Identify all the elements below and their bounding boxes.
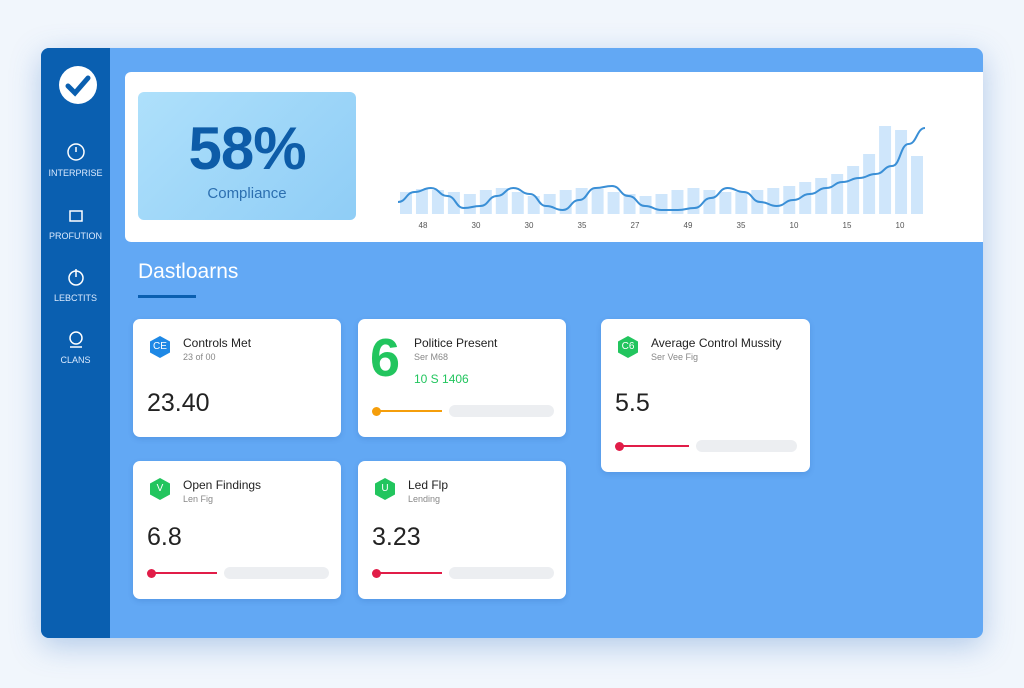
card-value: 6.8 <box>147 523 182 551</box>
x-tick-label: 10 <box>790 221 799 230</box>
trend-bar <box>447 192 460 214</box>
icon-text: U <box>381 483 389 494</box>
trend-bar <box>847 166 860 214</box>
progress-track <box>224 567 329 579</box>
card-icon: U <box>373 477 397 501</box>
card-icon: C6 <box>616 335 640 359</box>
metric-card: 6 Politice Present Ser M68 10 S 1406 <box>358 319 566 437</box>
nav-label: PROFUTION <box>49 231 102 241</box>
trend-bar <box>719 192 732 214</box>
trend-bar <box>607 192 620 214</box>
trend-bar <box>863 154 876 214</box>
progress-fill <box>149 572 218 574</box>
card-value: 23.40 <box>147 389 210 417</box>
progress-track <box>449 405 554 417</box>
trend-bar <box>415 189 428 214</box>
trend-bar <box>735 192 748 214</box>
kpi-box: 58% Compliance <box>138 92 356 220</box>
trend-bar <box>591 189 604 214</box>
progress-fill <box>617 445 689 447</box>
trend-bar <box>543 194 556 214</box>
nav-item[interactable]: INTERPRISE <box>41 142 110 178</box>
card-title: Average Control Mussity <box>651 336 782 350</box>
card-value: 10 S 1406 <box>414 372 469 386</box>
card-subtitle: Lending <box>408 494 441 504</box>
x-tick-label: 10 <box>896 221 905 230</box>
trend-bar <box>911 156 923 214</box>
trend-bar <box>431 190 444 214</box>
card-title: Led Flp <box>408 478 449 492</box>
card-icon: V <box>148 477 172 501</box>
card-title: Controls Met <box>183 336 252 350</box>
trend-bar <box>527 196 540 214</box>
metric-card: V Open Findings Len Fig 6.8 <box>133 461 341 599</box>
icon-text: V <box>156 483 164 494</box>
metric-card: CE Controls Met 23 of 00 23.40 <box>133 319 341 437</box>
card-icon: CE <box>148 335 172 359</box>
summary-strip: 58% Compliance 48 30 30 35 27 49 35 10 15 10 <box>125 72 983 242</box>
nav-item[interactable]: CLANS <box>41 329 110 365</box>
x-tick-label: 35 <box>737 221 746 230</box>
trend-chart: 48 30 30 35 27 49 35 10 15 10 <box>397 126 926 230</box>
trend-bar <box>655 194 668 214</box>
trend-bar <box>815 178 828 214</box>
trend-bar <box>623 194 636 214</box>
nav-label: LEBCTITS <box>53 293 97 303</box>
progress-fill <box>374 572 443 574</box>
trend-bar <box>703 190 716 214</box>
section-title: Dastloarns <box>138 260 239 283</box>
metric-card: C6 Average Control Mussity Ser Vee Fig 5.5 <box>601 319 810 472</box>
icon-text: C6 <box>621 341 635 352</box>
nav-item[interactable]: LEBCTITS <box>41 267 110 303</box>
trend-line <box>397 127 926 212</box>
card-title: Open Findings <box>183 478 262 492</box>
x-tick-label: 48 <box>419 221 428 230</box>
trend-bar <box>463 194 476 214</box>
card-subtitle: Ser Vee Fig <box>651 352 699 362</box>
nav-item[interactable]: PROFUTION <box>41 205 110 241</box>
trend-bar <box>831 174 844 214</box>
nav-label: CLANS <box>60 355 91 365</box>
trend-bar <box>639 196 652 214</box>
trend-bar <box>687 188 700 214</box>
card-value: 3.23 <box>372 523 421 551</box>
x-tick-label: 15 <box>843 221 852 230</box>
progress-track <box>696 440 797 452</box>
kpi-label: Compliance <box>207 185 287 202</box>
sidebar: INTERPRISE PROFUTION LEBCTITS CLANS <box>41 48 110 638</box>
card-title: Politice Present <box>414 336 498 350</box>
trend-bar <box>479 190 492 214</box>
x-tick-label: 30 <box>525 221 534 230</box>
icon-text: CE <box>153 341 167 352</box>
trend-bar <box>895 130 908 214</box>
x-tick-label: 49 <box>684 221 693 230</box>
card-subtitle: Ser M68 <box>414 352 449 362</box>
progress-track <box>449 567 554 579</box>
trend-bar <box>495 188 508 214</box>
x-tick-label: 35 <box>578 221 587 230</box>
card-value: 5.5 <box>615 389 650 417</box>
section-underline <box>138 295 196 298</box>
card-subtitle: Len Fig <box>183 494 214 504</box>
trend-bar <box>511 192 524 214</box>
trend-bar <box>799 182 812 214</box>
metric-card: U Led Flp Lending 3.23 <box>358 461 566 599</box>
app-panel: INTERPRISE PROFUTION LEBCTITS CLANS 58% … <box>41 48 983 638</box>
badge-number: 6 <box>370 328 401 388</box>
progress-fill <box>374 410 443 412</box>
x-tick-label: 27 <box>631 221 640 230</box>
trend-bar <box>400 192 412 214</box>
trend-bar <box>575 188 588 214</box>
card-subtitle: 23 of 00 <box>183 352 216 362</box>
nav-label: INTERPRISE <box>48 168 103 178</box>
logo <box>59 66 97 104</box>
x-tick-label: 30 <box>472 221 481 230</box>
trend-bar <box>671 190 684 214</box>
kpi-value: 58% <box>188 115 306 182</box>
trend-bar <box>767 188 780 214</box>
trend-bar <box>559 190 572 214</box>
